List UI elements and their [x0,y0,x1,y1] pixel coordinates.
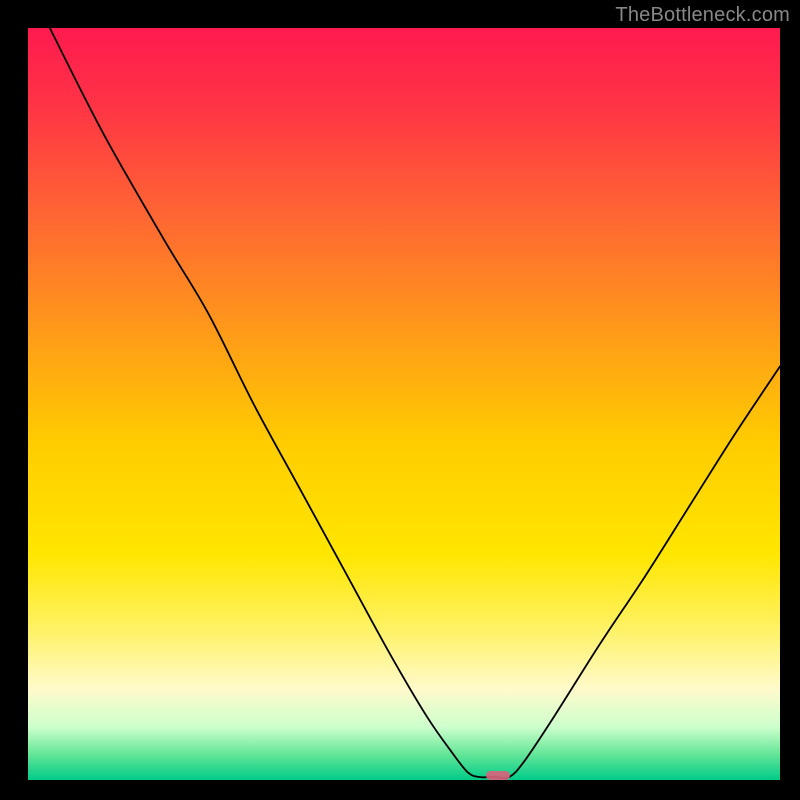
watermark-label: TheBottleneck.com [615,4,790,27]
optimal-point-marker [486,771,510,780]
bottleneck-chart-svg [0,0,800,800]
plot-background [28,28,780,780]
bottleneck-chart-container: TheBottleneck.com [0,0,800,800]
